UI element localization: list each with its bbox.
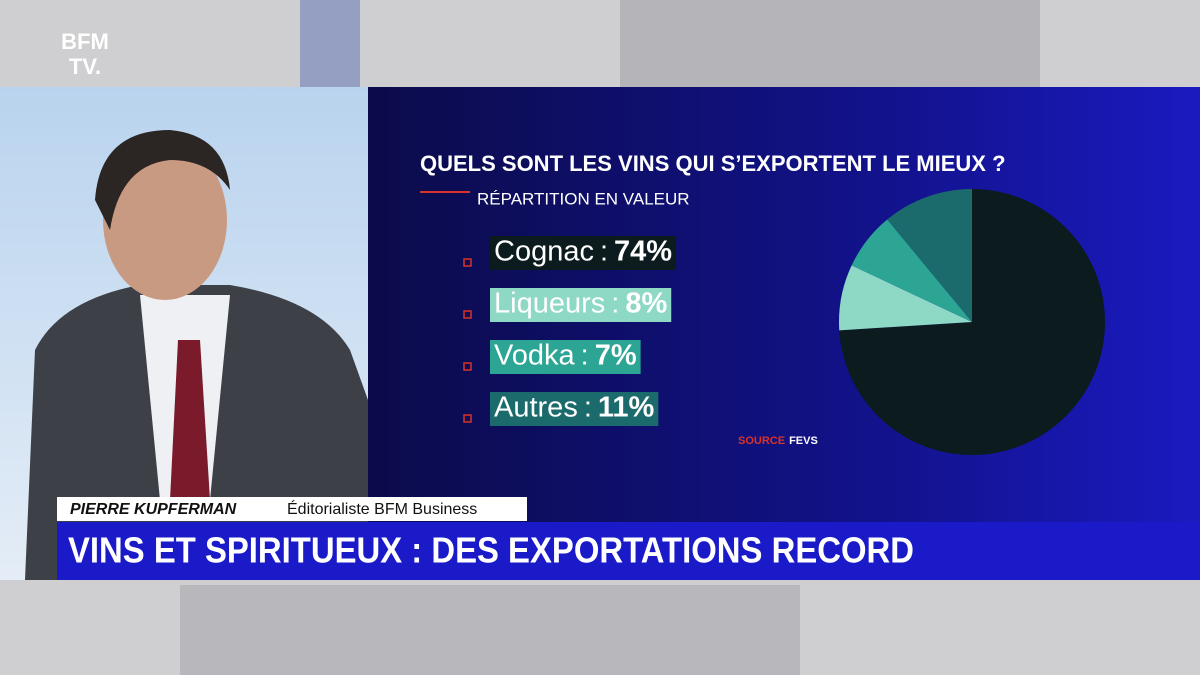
name-strap — [57, 497, 527, 521]
background-shape — [620, 0, 1040, 87]
logo-bottom: TV. — [69, 54, 101, 79]
legend-swatch — [490, 392, 659, 426]
background-shape — [300, 0, 360, 87]
pie-slice — [838, 265, 972, 331]
legend-category: Autres — [494, 392, 578, 424]
legend-value: 8% — [625, 288, 667, 320]
pie — [838, 189, 1106, 456]
legend-category: Liqueurs — [494, 288, 605, 320]
headline-strap — [57, 522, 1200, 580]
legend-category: Cognac — [494, 236, 594, 268]
legend-swatch — [490, 340, 641, 374]
pie-slice — [887, 189, 972, 322]
legend-value: 74% — [614, 236, 672, 268]
pie-slice — [839, 189, 1106, 456]
legend-separator: : — [584, 392, 592, 424]
background-shape — [180, 585, 800, 675]
legend-value: 7% — [595, 340, 637, 372]
headline: VINS ET SPIRITUEUX : DES EXPORTATIONS RE… — [68, 530, 914, 571]
presenter-hair — [95, 130, 230, 230]
legend-separator: : — [611, 288, 619, 320]
chart-title: QUELS SONT LES VINS QUI S’EXPORTENT LE M… — [420, 151, 1006, 176]
legend-category: Vodka — [494, 340, 575, 372]
speaker-name: PIERRE KUPFERMAN — [70, 501, 237, 518]
chart-subtitle: RÉPARTITION EN VALEUR — [477, 189, 690, 208]
pie-slice — [851, 219, 972, 322]
speaker-role: Éditorialiste BFM Business — [287, 499, 477, 518]
legend-bullet — [463, 258, 472, 267]
source-label: SOURCE — [738, 435, 785, 447]
presenter-face — [103, 140, 227, 300]
legend-bullet — [463, 310, 472, 319]
presenter-tie — [170, 340, 210, 500]
legend-swatch — [490, 236, 677, 270]
legend-bullet — [463, 414, 472, 423]
legend-separator: : — [581, 340, 589, 372]
source: FEVS — [789, 435, 818, 447]
logo-top: BFM — [61, 29, 109, 54]
legend: Cognac:74%Liqueurs:8%Vodka:7%Autres:11% — [463, 236, 677, 426]
legend-swatch — [490, 288, 672, 322]
legend-separator: : — [600, 236, 608, 268]
legend-value: 11% — [598, 392, 655, 424]
legend-bullet — [463, 362, 472, 371]
